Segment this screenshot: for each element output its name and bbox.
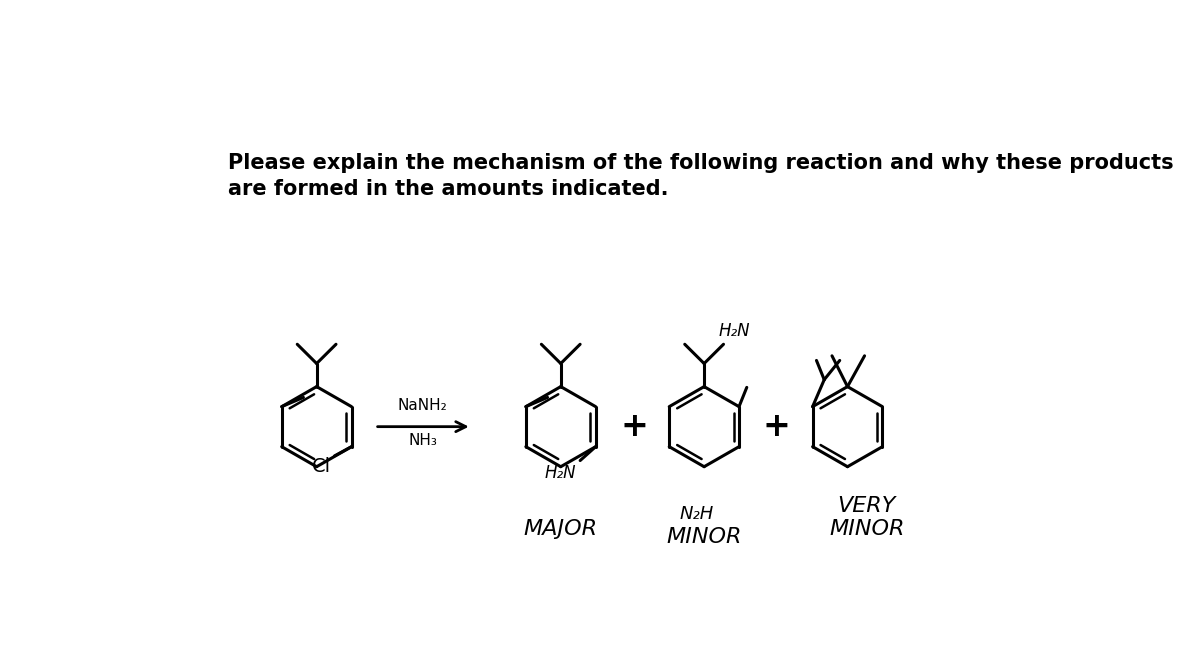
Text: H₂N: H₂N	[545, 464, 576, 482]
Text: MAJOR: MAJOR	[523, 519, 598, 539]
Text: Please explain the mechanism of the following reaction and why these products: Please explain the mechanism of the foll…	[228, 154, 1174, 173]
Text: MINOR: MINOR	[829, 519, 905, 539]
Text: NaNH₂: NaNH₂	[398, 398, 448, 413]
Text: H₂N: H₂N	[718, 323, 750, 341]
Text: are formed in the amounts indicated.: are formed in the amounts indicated.	[228, 179, 668, 198]
Text: N₂H: N₂H	[679, 505, 714, 523]
Text: MINOR: MINOR	[666, 527, 742, 547]
Text: NH₃: NH₃	[408, 433, 437, 448]
Text: +: +	[762, 410, 790, 443]
Text: +: +	[620, 410, 648, 443]
Text: VERY: VERY	[838, 496, 896, 516]
Text: Cl: Cl	[312, 458, 331, 476]
